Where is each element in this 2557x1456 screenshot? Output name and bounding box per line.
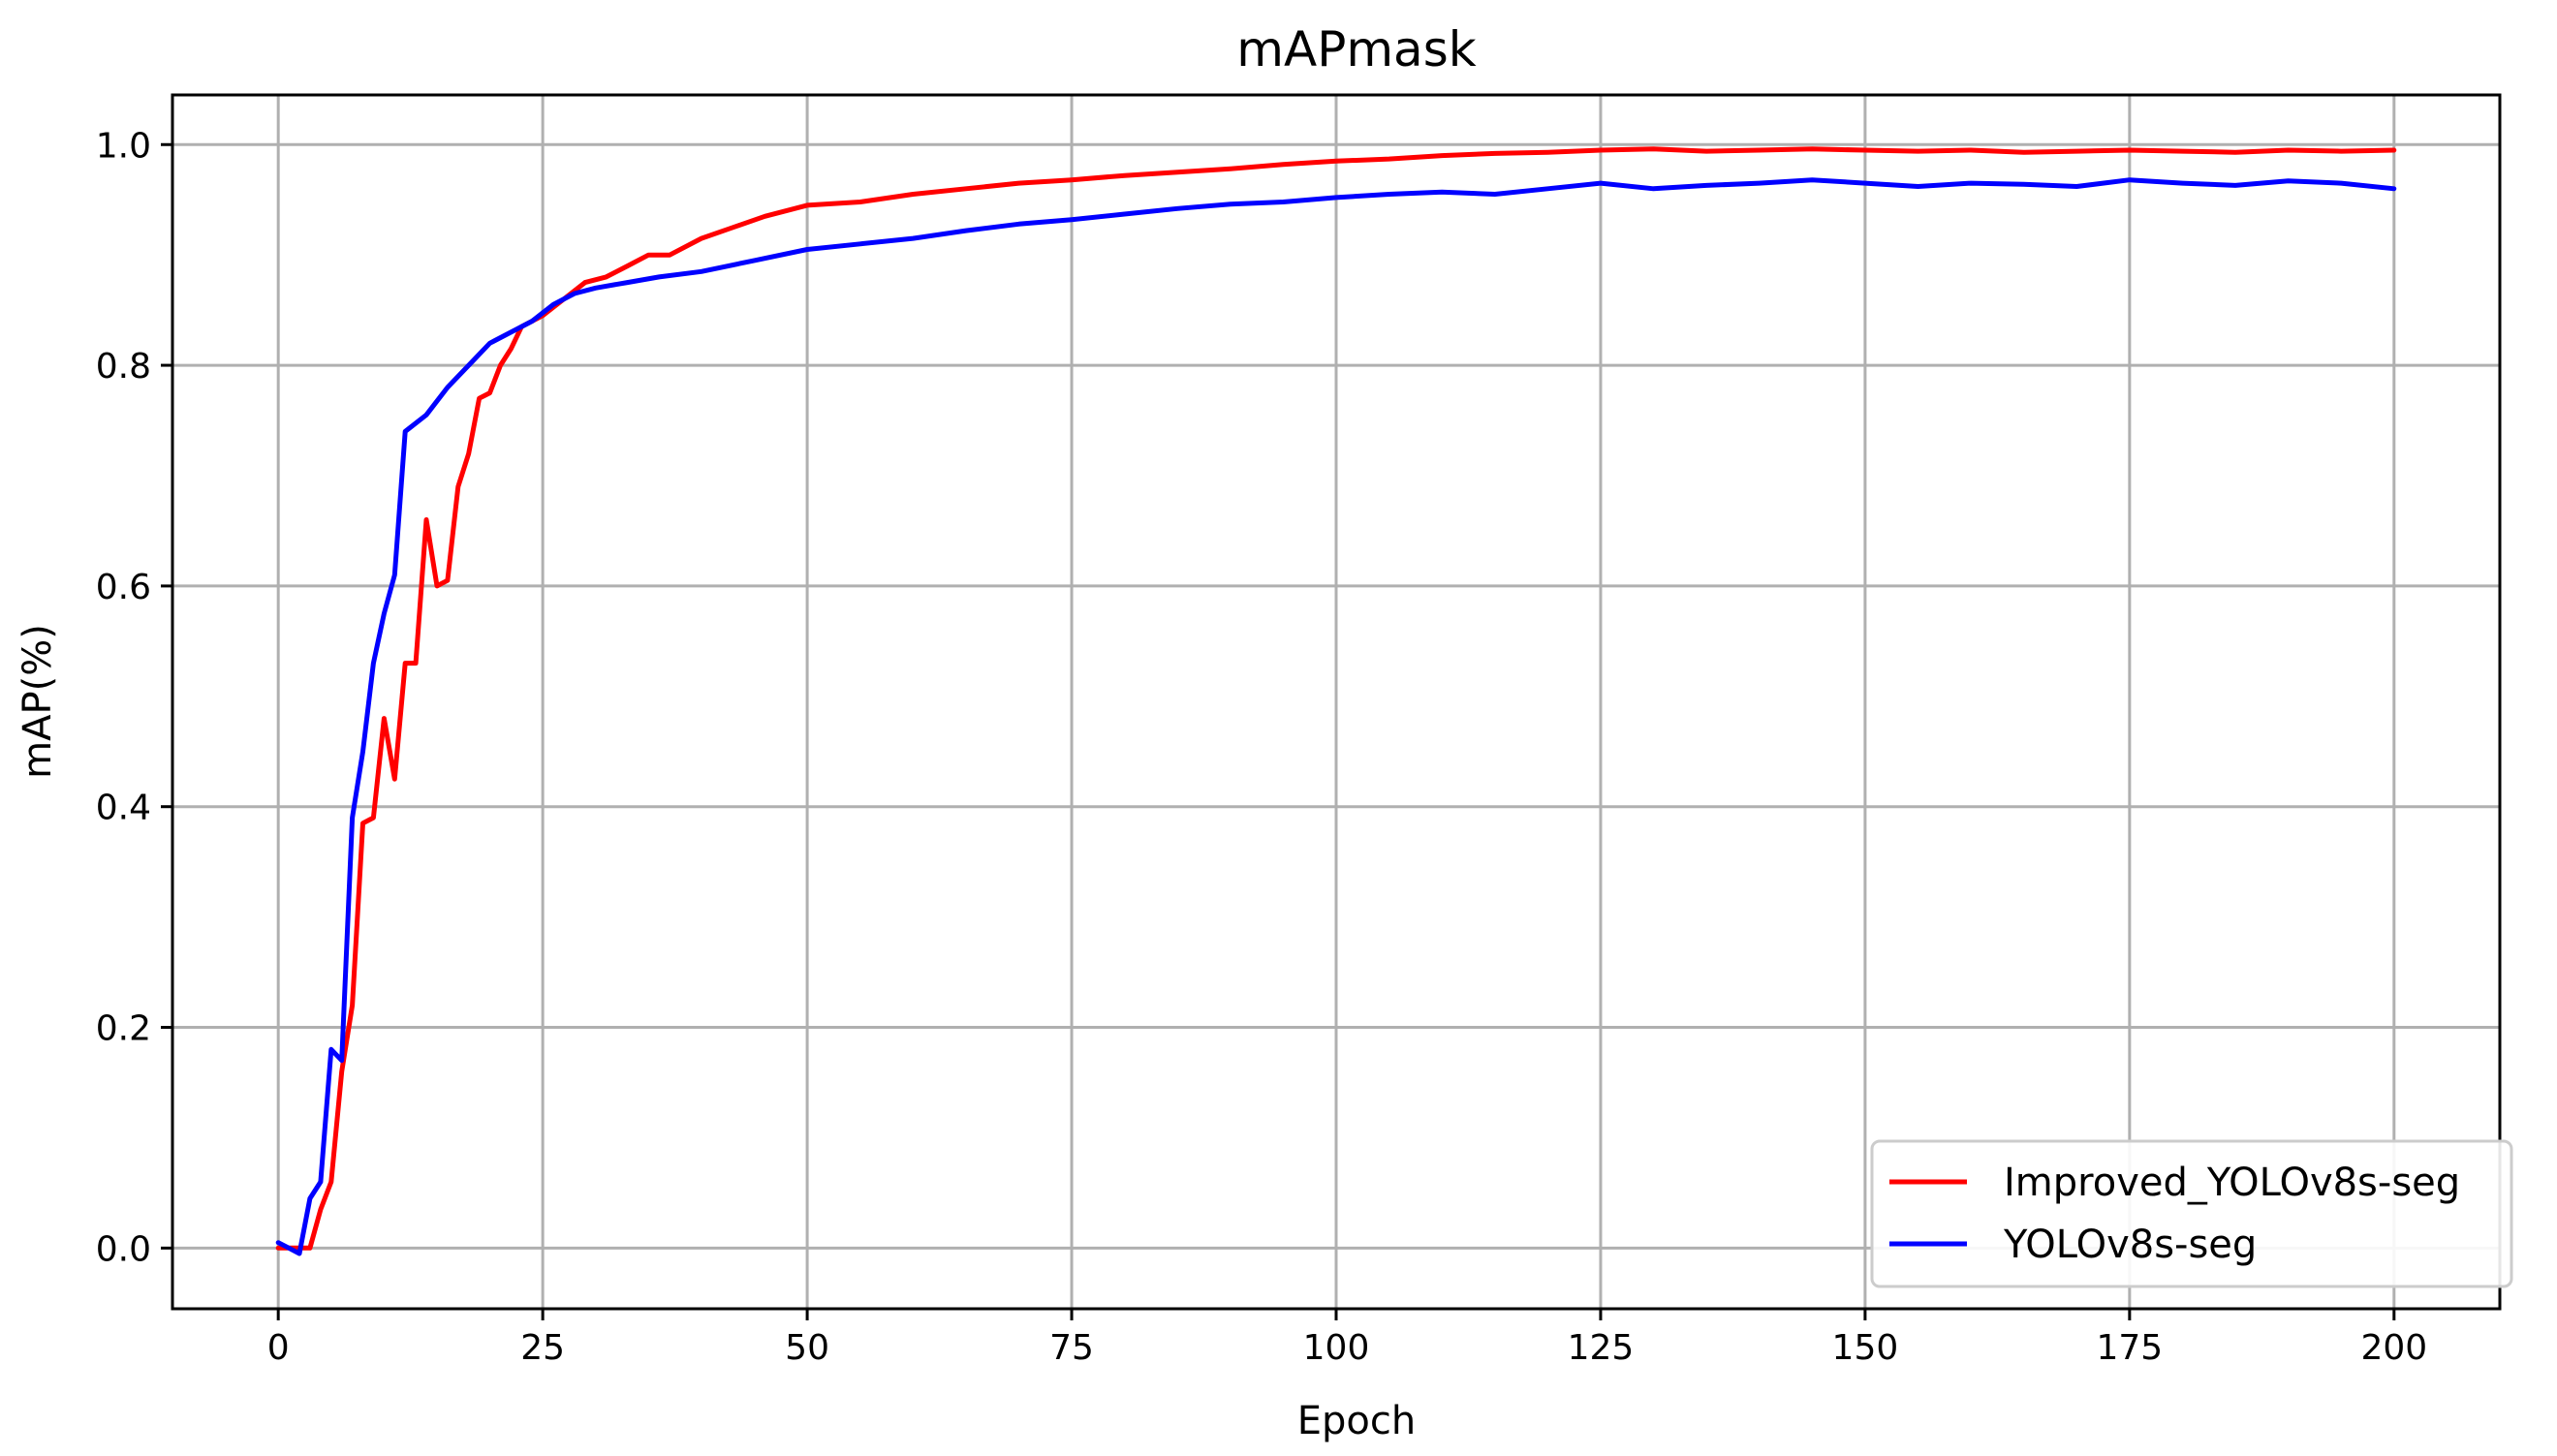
x-tick-label: 0 [267,1328,290,1368]
x-tick-label: 25 [520,1328,565,1368]
x-tick-label: 175 [2097,1328,2164,1368]
axis-ticks: 0 25 50 75 100 125 150 175 200 0.0 0.2 0.4 0.6 0.8 1.0 [96,126,2427,1368]
y-tick-label: 0.8 [96,347,151,387]
x-tick-label: 125 [1568,1328,1635,1368]
x-tick-label: 200 [2360,1328,2427,1368]
y-tick-label: 0.6 [96,568,151,607]
x-axis-label: Epoch [1297,1399,1416,1443]
y-tick-label: 0.2 [96,1009,151,1049]
y-tick-label: 0.4 [96,789,151,828]
chart-title: mAPmask [1236,21,1476,77]
x-tick-label: 75 [1049,1328,1094,1368]
y-tick-label: 0.0 [96,1229,151,1269]
x-tick-label: 150 [1832,1328,1899,1368]
legend-label-baseline: YOLOv8s-seg [2003,1223,2257,1267]
series-line-improved [275,146,2397,1251]
series-lines [275,146,2397,1256]
legend-box [1870,1139,2513,1288]
legend-label-improved: Improved_YOLOv8s-seg [2004,1161,2460,1205]
x-tick-label: 100 [1303,1328,1370,1368]
y-tick-label: 1.0 [96,126,151,166]
y-axis-label: mAP(%) [16,624,60,779]
x-tick-label: 50 [785,1328,829,1368]
series-line-baseline [275,177,2397,1256]
legend: Improved_YOLOv8s-seg YOLOv8s-seg [1870,1139,2513,1288]
